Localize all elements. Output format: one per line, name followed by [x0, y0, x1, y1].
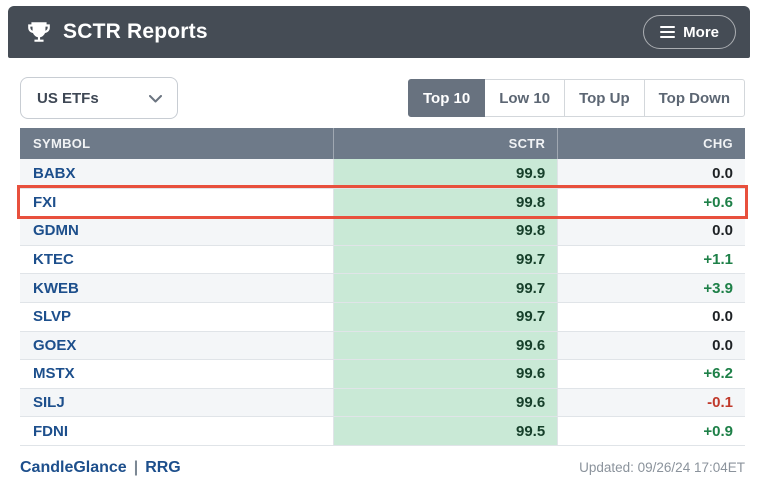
sctr-value-cell: 99.7: [333, 302, 558, 331]
symbol-cell[interactable]: GDMN: [33, 222, 79, 240]
tab-group: Top 10 Low 10 Top Up Top Down: [407, 79, 745, 117]
chg-value-cell: 0.0: [557, 159, 745, 188]
links-separator: |: [133, 458, 139, 476]
tab-low-10[interactable]: Low 10: [484, 79, 566, 117]
table-row[interactable]: GDMN 99.8 0.0: [20, 216, 745, 245]
symbol-cell[interactable]: FXI: [33, 193, 57, 211]
chg-value-cell: +0.9: [557, 417, 745, 445]
chg-value-cell: +0.6: [557, 188, 745, 217]
sctr-value-cell: 99.8: [333, 188, 558, 217]
title-wrap: SCTR Reports: [26, 19, 208, 45]
symbol-cell[interactable]: FDNI: [33, 422, 68, 440]
controls-row: US ETFs Top 10 Low 10 Top Up Top Down: [20, 77, 745, 119]
sctr-value-cell: 99.9: [333, 159, 558, 188]
sctr-value-cell: 99.6: [333, 331, 558, 360]
sctr-value-cell: 99.7: [333, 245, 558, 274]
footer-links: CandleGlance | RRG: [20, 459, 181, 477]
table-row[interactable]: MSTX 99.6 +6.2: [20, 359, 745, 388]
market-select-value: US ETFs: [37, 89, 99, 107]
more-button[interactable]: More: [643, 15, 736, 49]
tab-top-up[interactable]: Top Up: [564, 79, 645, 117]
table-row-highlighted[interactable]: FXI 99.8 +0.6: [17, 184, 748, 220]
symbol-cell[interactable]: KTEC: [33, 251, 74, 269]
table-row[interactable]: KTEC 99.7 +1.1: [20, 244, 745, 274]
tab-top-down[interactable]: Top Down: [643, 79, 745, 117]
trophy-icon: [26, 19, 52, 45]
symbol-cell[interactable]: GOEX: [33, 336, 77, 354]
symbol-cell[interactable]: KWEB: [33, 279, 79, 297]
hamburger-menu-icon: [660, 26, 676, 38]
page-title: SCTR Reports: [63, 20, 208, 43]
table-row[interactable]: KWEB 99.7 +3.9: [20, 273, 745, 302]
table-row[interactable]: SILJ 99.6 -0.1: [20, 387, 745, 417]
chg-value-cell: 0.0: [557, 217, 745, 245]
candleglance-link[interactable]: CandleGlance: [20, 458, 127, 476]
column-header-sctr[interactable]: SCTR: [333, 128, 557, 159]
table-row[interactable]: FDNI 99.5 +0.9: [20, 416, 745, 445]
chg-value-cell: +1.1: [557, 245, 745, 274]
sctr-value-cell: 99.6: [333, 388, 558, 417]
table-body: BABX 99.9 0.0 FXI 99.8 +0.6 GDMN 99.8 0.0 KTEC 99.…: [17, 159, 748, 445]
sctr-value-cell: 99.5: [333, 417, 558, 445]
chg-value-cell: +6.2: [557, 360, 745, 388]
sctr-table: SYMBOL SCTR CHG BABX 99.9 0.0 FXI 99.8 +0.6 GD…: [17, 128, 748, 446]
sctr-reports-widget: SCTR Reports More US ETFs Top 10 Low 10 To…: [0, 6, 768, 477]
tab-top-10[interactable]: Top 10: [407, 79, 486, 117]
chg-value-cell: +3.9: [557, 274, 745, 302]
table-row[interactable]: GOEX 99.6 0.0: [20, 330, 745, 360]
sctr-value-cell: 99.8: [333, 217, 558, 245]
symbol-cell[interactable]: BABX: [33, 164, 76, 182]
table-header: SYMBOL SCTR CHG: [20, 128, 745, 159]
sctr-value-cell: 99.7: [333, 274, 558, 302]
table-row[interactable]: BABX 99.9 0.0: [20, 159, 745, 188]
rrg-link[interactable]: RRG: [145, 458, 181, 476]
widget-header: SCTR Reports More: [8, 6, 750, 58]
chevron-down-icon: [149, 90, 162, 107]
chg-value-cell: -0.1: [557, 388, 745, 417]
updated-timestamp: Updated: 09/26/24 17:04ET: [579, 460, 745, 476]
sctr-value-cell: 99.6: [333, 360, 558, 388]
symbol-cell[interactable]: SILJ: [33, 394, 65, 412]
widget-footer: CandleGlance | RRG Updated: 09/26/24 17:…: [20, 459, 745, 477]
symbol-cell[interactable]: MSTX: [33, 365, 75, 383]
more-button-label: More: [683, 23, 719, 41]
chg-value-cell: 0.0: [557, 302, 745, 331]
market-select[interactable]: US ETFs: [20, 77, 178, 119]
symbol-cell[interactable]: SLVP: [33, 308, 72, 326]
column-header-chg[interactable]: CHG: [557, 128, 745, 159]
column-header-symbol[interactable]: SYMBOL: [33, 136, 91, 151]
chg-value-cell: 0.0: [557, 331, 745, 360]
table-row[interactable]: SLVP 99.7 0.0: [20, 301, 745, 331]
